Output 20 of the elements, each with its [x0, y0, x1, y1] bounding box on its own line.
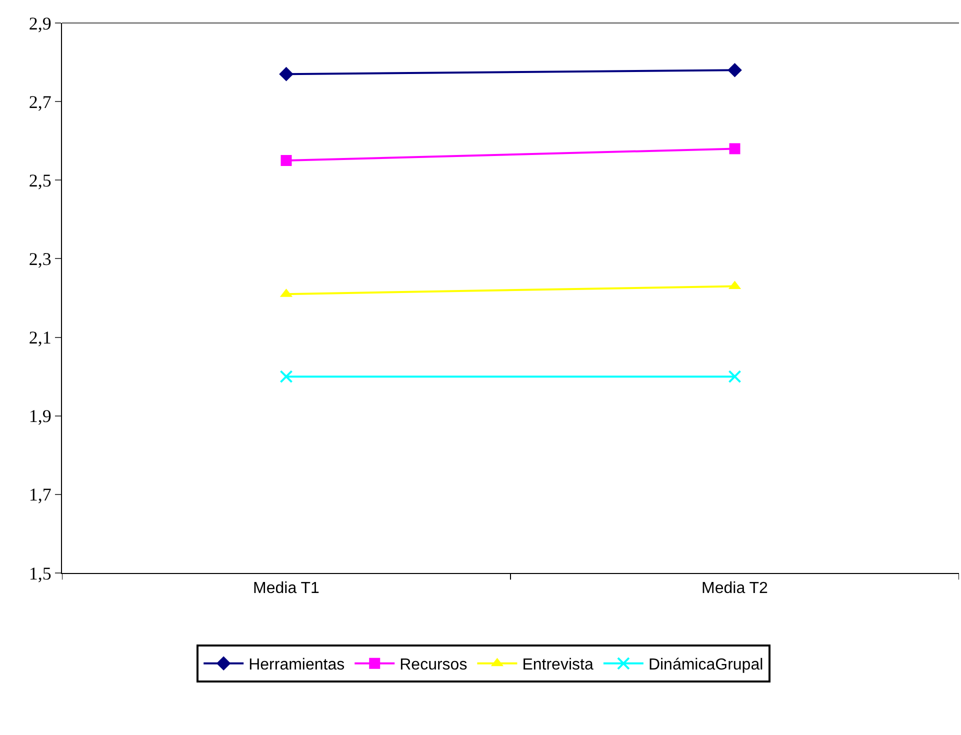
point	[728, 370, 742, 384]
y-tick-label: 1,5	[28, 563, 52, 584]
y-tick-label: 2,1	[28, 328, 52, 348]
y-tick-label: 2,3	[28, 249, 52, 270]
legend-label: Recursos	[400, 656, 468, 674]
y-tick-label: 1,9	[28, 406, 52, 426]
y-tick-label: 2,9	[28, 13, 52, 34]
point	[729, 143, 740, 154]
point	[728, 62, 742, 78]
x-tick-label: Media T1	[253, 580, 320, 598]
legend-label: Herramientas	[248, 656, 345, 674]
point	[279, 66, 294, 82]
point	[280, 155, 292, 166]
legend-label: DinámicaGrupal	[648, 656, 764, 674]
x-tick-label: Media T2	[702, 580, 768, 598]
y-tick-label: 2,7	[28, 92, 52, 112]
y-tick-label: 1,7	[28, 484, 52, 505]
point	[280, 370, 293, 384]
legend-label: Entrevista	[522, 656, 594, 674]
y-tick-label: 2,5	[28, 170, 52, 190]
